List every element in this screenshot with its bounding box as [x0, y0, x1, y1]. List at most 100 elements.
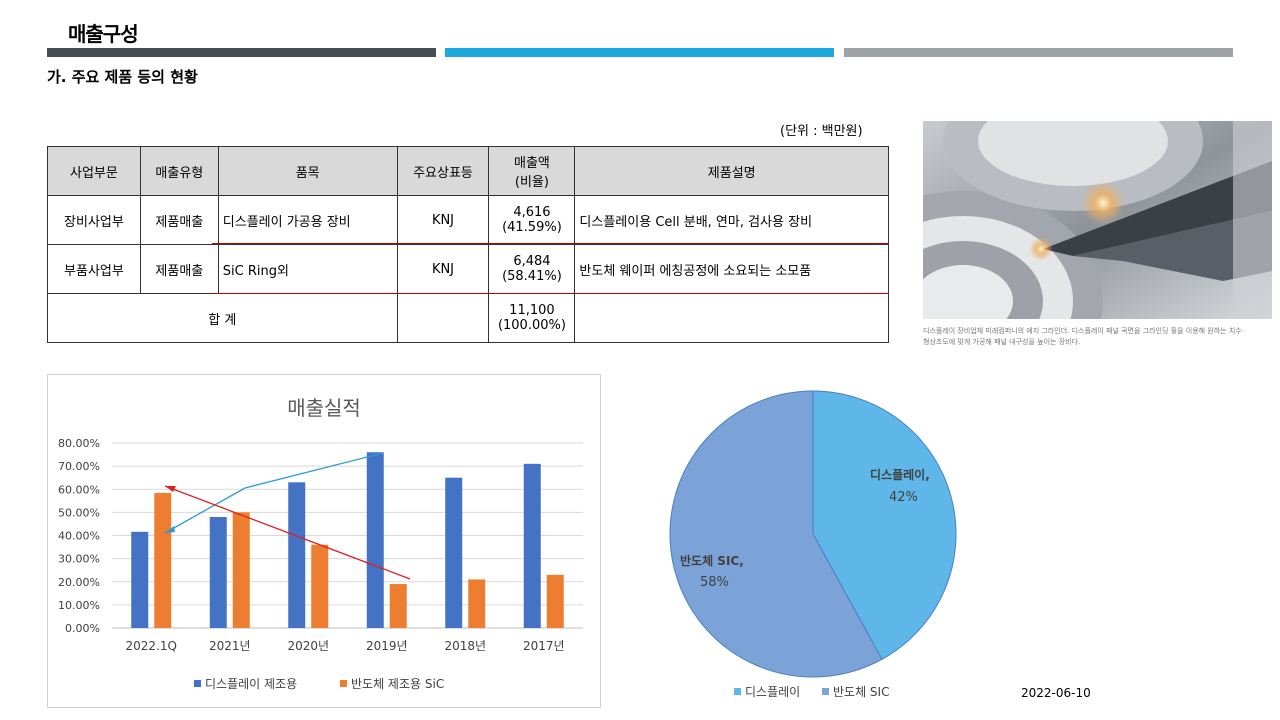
- product-photo: [923, 121, 1272, 319]
- x-tick-label: 2022.1Q: [126, 639, 177, 653]
- y-tick-label: 70.00%: [58, 460, 100, 473]
- bar-display: [131, 531, 149, 628]
- pie-label-display-name: 디스플레이: [870, 467, 925, 482]
- sales-pie-chart: 디스플레이, 42% 반도체 SIC, 58% 디스플레이 반도체 SIC: [669, 390, 957, 699]
- total-label: 합 계: [47, 293, 398, 343]
- header-amount-label: 매출액: [513, 156, 550, 171]
- legend-swatch-display: [194, 680, 201, 687]
- y-tick-label: 80.00%: [58, 437, 100, 450]
- table-total-row: 합 계 11,100 (100.00%): [47, 293, 889, 343]
- y-tick-label: 50.00%: [58, 506, 100, 519]
- trend-arrow-head-red: [165, 486, 176, 492]
- header-item: 품목: [217, 146, 398, 196]
- bar-sic: [468, 579, 486, 628]
- pie-slice-sic: [669, 390, 883, 678]
- sales-chart-frame: 매출실적 0.00% 10.00% 20.00% 30.00% 40.00% 50.00%…: [47, 374, 601, 708]
- y-tick-label: 0.00%: [65, 622, 100, 635]
- header-bar-blue: [445, 48, 834, 57]
- page-title: 매출구성: [68, 22, 139, 46]
- table-header-row: 사업부문 매출유형 품목 주요상표등 매출액 (비율) 제품설명: [47, 146, 889, 196]
- ratio-value: (41.59%): [502, 220, 562, 235]
- y-tick-label: 10.00%: [58, 599, 100, 612]
- section-subtitle: 가. 주요 제품 등의 현황: [47, 68, 198, 86]
- pie-label-sic: 반도체 SIC,: [680, 553, 744, 568]
- page-date: 2022-06-10: [1021, 686, 1091, 700]
- cell-amount: 4,616 (41.59%): [488, 195, 576, 245]
- bar-sic: [389, 584, 407, 628]
- cell-item: 디스플레이 가공용 장비: [217, 195, 398, 245]
- bar-sic: [546, 574, 564, 628]
- caption-line-1: 디스플레이 장비업체 미래컴퍼니의 에지 그라인더. 디스플레이 패널 곡면을 …: [923, 327, 1244, 335]
- bar-display: [523, 463, 541, 628]
- cell-type: 제품매출: [139, 244, 219, 294]
- bar-display: [288, 482, 306, 628]
- header-bar-gray: [844, 48, 1233, 57]
- header-ratio-label: (비율): [514, 175, 549, 190]
- cell-division: 장비사업부: [47, 195, 141, 245]
- y-tick-label: 20.00%: [58, 576, 100, 589]
- cell-type: 제품매출: [139, 195, 219, 245]
- bar-display: [445, 477, 463, 628]
- x-tick-label: 2018년: [444, 639, 486, 653]
- pie-slice-display: [812, 390, 957, 660]
- total-ratio-value: (100.00%): [497, 318, 566, 333]
- y-tick-label: 40.00%: [58, 530, 100, 543]
- x-tick-label: 2020년: [287, 639, 329, 653]
- bar-sic: [232, 512, 250, 628]
- header-division: 사업부문: [47, 146, 141, 196]
- product-table: 사업부문 매출유형 품목 주요상표등 매출액 (비율) 제품설명 장비사업부 제품…: [47, 146, 889, 343]
- amount-value: 6,484: [513, 254, 551, 269]
- legend-swatch-sic: [340, 680, 347, 687]
- trend-arrow-head-blue: [165, 526, 175, 533]
- amount-value: 4,616: [513, 205, 551, 220]
- pie-label-display: 디스플레이,: [870, 467, 930, 482]
- x-tick-label: 2019년: [366, 639, 408, 653]
- pie-legend-swatch-display: [734, 688, 741, 695]
- bar-sic: [154, 492, 172, 628]
- trend-line-display-1: [164, 487, 246, 534]
- pie-legend-sic: 반도체 SIC: [833, 685, 889, 699]
- cell-desc: 디스플레이용 Cell 분배, 연마, 검사용 장비: [574, 195, 889, 245]
- pie-pct-sic: 58%: [700, 575, 729, 590]
- y-tick-label: 30.00%: [58, 553, 100, 566]
- trend-line-sic: [164, 485, 411, 580]
- cell-amount: 6,484 (58.41%): [488, 244, 576, 294]
- header-bar-dark: [47, 48, 436, 57]
- cell-brand: KNJ: [396, 195, 490, 245]
- total-desc: [574, 293, 889, 343]
- header-amount: 매출액 (비율): [488, 146, 576, 196]
- cell-brand: KNJ: [396, 244, 490, 294]
- table-row: 장비사업부 제품매출 디스플레이 가공용 장비 KNJ 4,616 (41.59%…: [47, 195, 889, 245]
- total-brand: [396, 293, 490, 343]
- cell-desc: 반도체 웨이퍼 에칭공정에 소요되는 소모품: [574, 244, 889, 294]
- chart-title: 매출실적: [287, 396, 361, 420]
- header-brand: 주요상표등: [396, 146, 490, 196]
- legend-display: 디스플레이 제조용: [205, 677, 297, 691]
- pie-legend-display: 디스플레이: [745, 685, 800, 699]
- bar-display: [366, 452, 384, 628]
- bar-display: [209, 517, 227, 628]
- x-tick-label: 2017년: [523, 639, 565, 653]
- header-desc: 제품설명: [574, 146, 889, 196]
- caption-line-2: 형상조도에 맞게 가공해 패널 내구성을 높이는 장비다.: [923, 338, 1081, 346]
- underline-row-1: [212, 243, 889, 244]
- unit-note: (단위 : 백만원): [780, 124, 863, 139]
- x-tick-label: 2021년: [209, 639, 251, 653]
- pie-legend-swatch-sic: [822, 688, 829, 695]
- pie-pct-display: 42%: [889, 490, 918, 505]
- total-amount-value: 11,100: [509, 303, 555, 318]
- total-amount: 11,100 (100.00%): [488, 293, 576, 343]
- sales-bar-chart: 매출실적 0.00% 10.00% 20.00% 30.00% 40.00% 50.00%…: [58, 396, 583, 691]
- cell-item: SiC Ring외: [217, 244, 398, 294]
- photo-caption: 디스플레이 장비업체 미래컴퍼니의 에지 그라인더. 디스플레이 패널 곡면을 …: [923, 326, 1273, 348]
- cell-division: 부품사업부: [47, 244, 141, 294]
- pie-label-sic-name: 반도체 SIC: [680, 553, 739, 568]
- table-row: 부품사업부 제품매출 SiC Ring외 KNJ 6,484 (58.41%) 반…: [47, 244, 889, 294]
- y-tick-label: 60.00%: [58, 483, 100, 496]
- legend-sic: 반도체 제조용 SiC: [351, 677, 444, 691]
- bar-sic: [311, 544, 329, 628]
- header-type: 매출유형: [139, 146, 219, 196]
- underline-row-2: [212, 293, 889, 294]
- ratio-value: (58.41%): [502, 269, 562, 284]
- trend-line-display-2: [244, 452, 384, 489]
